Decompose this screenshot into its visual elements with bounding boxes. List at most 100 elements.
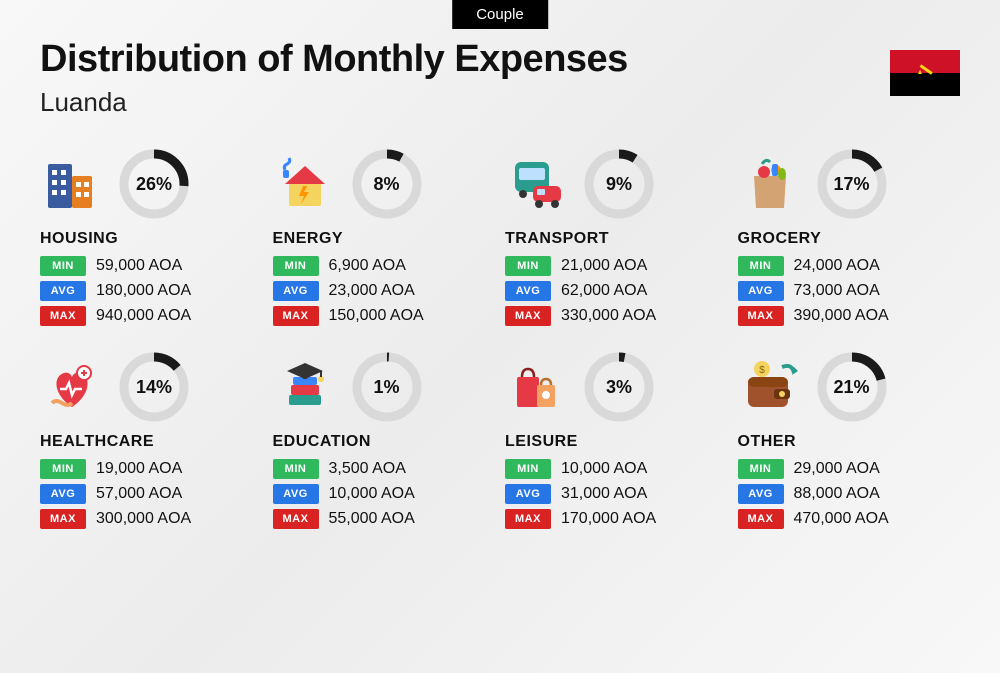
- min-value: 19,000 AOA: [96, 460, 182, 478]
- avg-badge: AVG: [738, 484, 784, 504]
- category-name: EDUCATION: [273, 433, 496, 451]
- max-value: 940,000 AOA: [96, 307, 191, 325]
- avg-value: 31,000 AOA: [561, 485, 647, 503]
- avg-value: 73,000 AOA: [794, 282, 880, 300]
- min-value: 21,000 AOA: [561, 257, 647, 275]
- header: Distribution of Monthly Expenses Luanda: [0, 0, 1000, 128]
- stat-row-min: MIN 6,900 AOA: [273, 256, 496, 276]
- stat-row-min: MIN 21,000 AOA: [505, 256, 728, 276]
- min-badge: MIN: [40, 256, 86, 276]
- percent-donut: 8%: [351, 148, 423, 220]
- min-badge: MIN: [273, 256, 319, 276]
- max-value: 300,000 AOA: [96, 510, 191, 528]
- stat-row-avg: AVG 57,000 AOA: [40, 484, 263, 504]
- avg-badge: AVG: [40, 484, 86, 504]
- percent-label: 3%: [583, 351, 655, 423]
- category-name: GROCERY: [738, 230, 961, 248]
- max-badge: MAX: [273, 306, 319, 326]
- avg-value: 88,000 AOA: [794, 485, 880, 503]
- percent-donut: 1%: [351, 351, 423, 423]
- percent-label: 14%: [118, 351, 190, 423]
- stat-row-max: MAX 330,000 AOA: [505, 306, 728, 326]
- stat-row-max: MAX 170,000 AOA: [505, 509, 728, 529]
- percent-donut: 21%: [816, 351, 888, 423]
- stat-row-avg: AVG 62,000 AOA: [505, 281, 728, 301]
- stat-row-max: MAX 470,000 AOA: [738, 509, 961, 529]
- stat-row-max: MAX 150,000 AOA: [273, 306, 496, 326]
- avg-badge: AVG: [273, 484, 319, 504]
- shopping-bags-icon: [505, 355, 569, 419]
- category-card: $ 21% OTHER MIN 29,000 AOA AVG 88,000 AO…: [738, 351, 961, 534]
- percent-donut: 3%: [583, 351, 655, 423]
- category-name: HEALTHCARE: [40, 433, 263, 451]
- max-badge: MAX: [273, 509, 319, 529]
- avg-badge: AVG: [273, 281, 319, 301]
- stat-row-max: MAX 55,000 AOA: [273, 509, 496, 529]
- percent-donut: 9%: [583, 148, 655, 220]
- min-badge: MIN: [738, 256, 784, 276]
- max-badge: MAX: [40, 306, 86, 326]
- avg-value: 10,000 AOA: [329, 485, 415, 503]
- stat-row-avg: AVG 10,000 AOA: [273, 484, 496, 504]
- house-energy-icon: [273, 152, 337, 216]
- min-badge: MIN: [273, 459, 319, 479]
- stat-row-avg: AVG 180,000 AOA: [40, 281, 263, 301]
- max-badge: MAX: [738, 509, 784, 529]
- percent-label: 9%: [583, 148, 655, 220]
- min-value: 10,000 AOA: [561, 460, 647, 478]
- stat-row-avg: AVG 23,000 AOA: [273, 281, 496, 301]
- min-badge: MIN: [738, 459, 784, 479]
- min-badge: MIN: [505, 459, 551, 479]
- stat-row-min: MIN 3,500 AOA: [273, 459, 496, 479]
- min-badge: MIN: [40, 459, 86, 479]
- max-badge: MAX: [40, 509, 86, 529]
- max-value: 390,000 AOA: [794, 307, 889, 325]
- stat-row-avg: AVG 31,000 AOA: [505, 484, 728, 504]
- category-card: 14% HEALTHCARE MIN 19,000 AOA AVG 57,000…: [40, 351, 263, 534]
- min-value: 29,000 AOA: [794, 460, 880, 478]
- country-flag-icon: [890, 50, 960, 96]
- category-card: 1% EDUCATION MIN 3,500 AOA AVG 10,000 AO…: [273, 351, 496, 534]
- stat-row-min: MIN 19,000 AOA: [40, 459, 263, 479]
- grad-books-icon: [273, 355, 337, 419]
- page-title: Distribution of Monthly Expenses: [40, 38, 960, 81]
- percent-label: 17%: [816, 148, 888, 220]
- max-value: 170,000 AOA: [561, 510, 656, 528]
- min-value: 59,000 AOA: [96, 257, 182, 275]
- max-badge: MAX: [738, 306, 784, 326]
- category-card: 3% LEISURE MIN 10,000 AOA AVG 31,000 AOA…: [505, 351, 728, 534]
- min-value: 6,900 AOA: [329, 257, 406, 275]
- stat-row-min: MIN 10,000 AOA: [505, 459, 728, 479]
- page-subtitle: Luanda: [40, 87, 960, 118]
- stat-row-avg: AVG 88,000 AOA: [738, 484, 961, 504]
- avg-value: 62,000 AOA: [561, 282, 647, 300]
- min-value: 24,000 AOA: [794, 257, 880, 275]
- max-value: 330,000 AOA: [561, 307, 656, 325]
- stat-row-min: MIN 29,000 AOA: [738, 459, 961, 479]
- percent-donut: 17%: [816, 148, 888, 220]
- avg-value: 23,000 AOA: [329, 282, 415, 300]
- avg-badge: AVG: [738, 281, 784, 301]
- percent-donut: 26%: [118, 148, 190, 220]
- max-value: 470,000 AOA: [794, 510, 889, 528]
- min-badge: MIN: [505, 256, 551, 276]
- category-card: 17% GROCERY MIN 24,000 AOA AVG 73,000 AO…: [738, 148, 961, 331]
- category-card: 9% TRANSPORT MIN 21,000 AOA AVG 62,000 A…: [505, 148, 728, 331]
- stat-row-max: MAX 300,000 AOA: [40, 509, 263, 529]
- wallet-icon: $: [738, 355, 802, 419]
- category-card: 26% HOUSING MIN 59,000 AOA AVG 180,000 A…: [40, 148, 263, 331]
- percent-label: 1%: [351, 351, 423, 423]
- svg-text:$: $: [759, 365, 765, 376]
- category-name: OTHER: [738, 433, 961, 451]
- stat-row-avg: AVG 73,000 AOA: [738, 281, 961, 301]
- grocery-bag-icon: [738, 152, 802, 216]
- percent-donut: 14%: [118, 351, 190, 423]
- avg-value: 57,000 AOA: [96, 485, 182, 503]
- avg-badge: AVG: [505, 281, 551, 301]
- category-name: HOUSING: [40, 230, 263, 248]
- categories-grid: 26% HOUSING MIN 59,000 AOA AVG 180,000 A…: [0, 128, 1000, 564]
- category-card: 8% ENERGY MIN 6,900 AOA AVG 23,000 AOA M…: [273, 148, 496, 331]
- category-name: ENERGY: [273, 230, 496, 248]
- avg-badge: AVG: [505, 484, 551, 504]
- bus-car-icon: [505, 152, 569, 216]
